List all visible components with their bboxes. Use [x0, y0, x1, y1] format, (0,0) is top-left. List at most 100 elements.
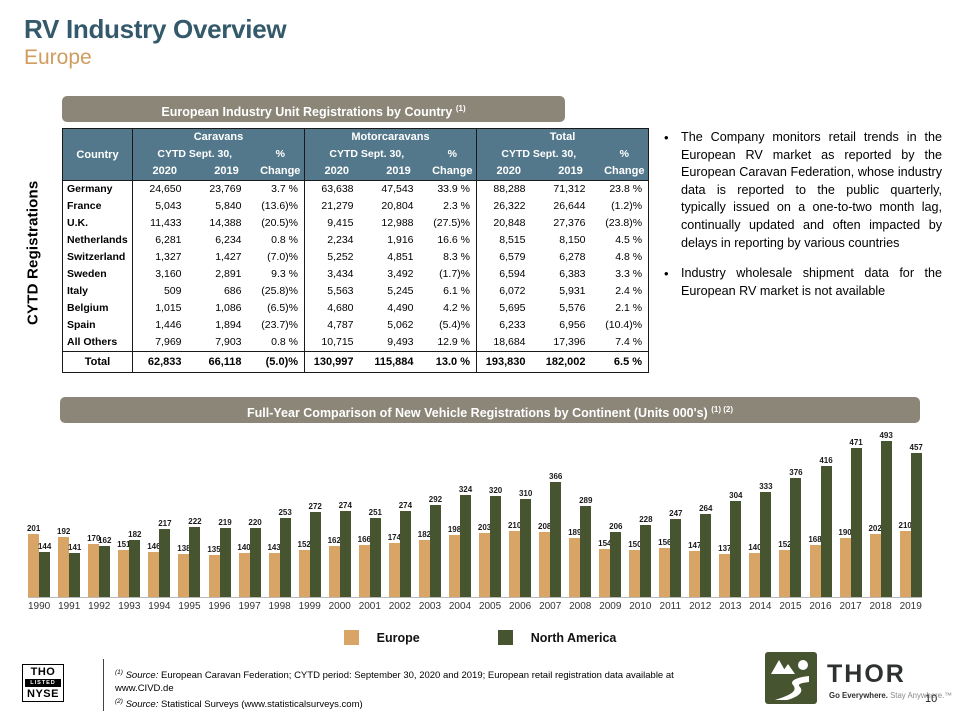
bar-column: 147 [688, 541, 701, 598]
bar-value-label: 324 [458, 485, 473, 494]
pct-label: % [600, 145, 649, 163]
bar-column: 190 [838, 528, 852, 598]
bar-value-label: 274 [398, 501, 413, 510]
chart-year-group: 208 366 2007 [538, 426, 562, 614]
table-cell-country: France [67, 200, 102, 212]
bar-value-label: 140 [748, 543, 762, 552]
footnote-2: (2) Source: Statistical Surveys (www.sta… [115, 695, 695, 711]
chart-year-group: 182 292 2003 [418, 426, 442, 614]
bar-value-label: 471 [849, 438, 863, 447]
bar-north-america [39, 552, 51, 598]
change-col: Change [428, 162, 477, 181]
table-cell-country: Spain [67, 319, 96, 331]
bar-europe [449, 535, 460, 598]
chart-year-group: 203 320 2005 [478, 426, 502, 614]
bar-value-label: 376 [789, 468, 803, 477]
bar-column: 150 [628, 540, 642, 598]
x-axis-tick: 2013 [719, 601, 742, 612]
bar-value-label: 166 [357, 535, 371, 544]
bar-column: 152 [298, 540, 311, 598]
bar-value-label: 162 [98, 536, 112, 545]
x-axis-tick: 1993 [118, 601, 141, 612]
bar-column: 320 [489, 486, 502, 598]
table-cell: 5,563 [304, 283, 369, 300]
table-cell: 66,118 [196, 351, 257, 373]
table-cell: 686 [223, 285, 242, 297]
table-cell: 4,680 [304, 300, 369, 317]
bar-north-america [99, 546, 111, 598]
bar-value-label: 192 [57, 527, 71, 536]
bar-column: 251 [369, 508, 382, 598]
table-cell: 27,376 [553, 217, 586, 229]
bar-europe [809, 545, 821, 598]
table-cell: 6,072 [476, 283, 541, 300]
chart-section-header-text: Full-Year Comparison of New Vehicle Regi… [247, 406, 708, 421]
footnote-1: (1) Source: European Caravan Federation;… [115, 666, 695, 695]
legend-item-north-america: North America [497, 630, 616, 645]
table-cell: 20,848 [476, 215, 541, 232]
table-cell: 2.4 % [615, 285, 643, 297]
table-cell: 9.3 % [271, 268, 299, 280]
bar-north-america [369, 518, 381, 598]
bar-value-label: 170 [87, 534, 101, 543]
chart-year-group: 138 222 1995 [177, 426, 201, 614]
bar-value-label: 140 [237, 543, 251, 552]
table-cell: (23.8)% [605, 217, 643, 229]
chart-year-group: 143 253 1998 [267, 426, 291, 614]
bar-north-america [910, 453, 922, 598]
bar-value-label: 152 [778, 540, 792, 549]
table-cell: 21,279 [304, 198, 369, 215]
bar-europe [148, 552, 160, 598]
bar-value-label: 135 [207, 545, 221, 554]
bar-europe [418, 540, 430, 598]
bullet-text: Industry wholesale shipment data for the… [681, 266, 942, 298]
table-cell: 2.3 % [443, 200, 471, 212]
table-cell: (20.5)% [261, 217, 299, 229]
x-axis-tick: 2009 [599, 601, 622, 612]
bar-north-america [820, 466, 832, 598]
bar-north-america [850, 448, 862, 598]
bar-column: 471 [849, 438, 863, 598]
x-axis-tick: 1991 [58, 601, 81, 612]
thor-logo [765, 652, 817, 704]
bar-value-label: 150 [628, 540, 642, 549]
bar-value-label: 208 [538, 522, 552, 531]
table-cell: 2,234 [304, 232, 369, 249]
chart-year-group: 201 144 1990 [27, 426, 51, 614]
commentary-bullets: • The Company monitors retail trends in … [664, 129, 942, 313]
tagline-bold: Go Everywhere. [829, 691, 888, 700]
table-cell: 4.8 % [615, 251, 643, 263]
table-row: Italy 509 686 (25.8)% 5,563 5,245 6.1 % 6,072 5,… [63, 283, 649, 300]
bar-north-america [249, 528, 261, 598]
table-cell: 63,638 [304, 180, 369, 198]
table-cell: 3.7 % [271, 183, 299, 195]
footnote-text: European Caravan Federation; CYTD period… [115, 670, 674, 695]
table-cell: 4,787 [304, 317, 369, 334]
x-axis-tick: 2000 [328, 601, 351, 612]
col-group-motorcaravans: Motorcaravans [304, 128, 477, 146]
bar-north-america [129, 540, 141, 598]
bar-europe [689, 551, 701, 598]
bar-europe [358, 545, 370, 598]
bar-column: 210 [508, 521, 521, 598]
table-row: Total 62,833 66,118 (5.0)% 130,997 115,884 13.… [62, 351, 649, 373]
table-cell: (5.0)% [256, 351, 305, 373]
table-cell: 6,594 [476, 266, 541, 283]
bar-north-america [730, 501, 742, 598]
bar-value-label: 219 [218, 518, 232, 527]
table-row: U.K. 11,433 14,388 (20.5)% 9,415 12,988 (27.5)… [63, 215, 649, 232]
x-axis-tick: 2006 [509, 601, 532, 612]
footnote-ref: (1) [115, 669, 123, 676]
table-cell: 7,969 [132, 334, 197, 352]
table-cell: 6,579 [476, 249, 541, 266]
bar-value-label: 304 [729, 491, 743, 500]
bar-north-america [279, 518, 291, 598]
x-axis-tick: 1997 [238, 601, 261, 612]
bar-europe [208, 555, 220, 598]
bar-column: 174 [388, 533, 401, 598]
bar-value-label: 156 [658, 538, 672, 547]
bar-europe [328, 546, 340, 598]
bar-value-label: 210 [898, 521, 912, 530]
bar-column: 135 [207, 545, 221, 598]
table-cell: 0.8 % [271, 234, 299, 246]
